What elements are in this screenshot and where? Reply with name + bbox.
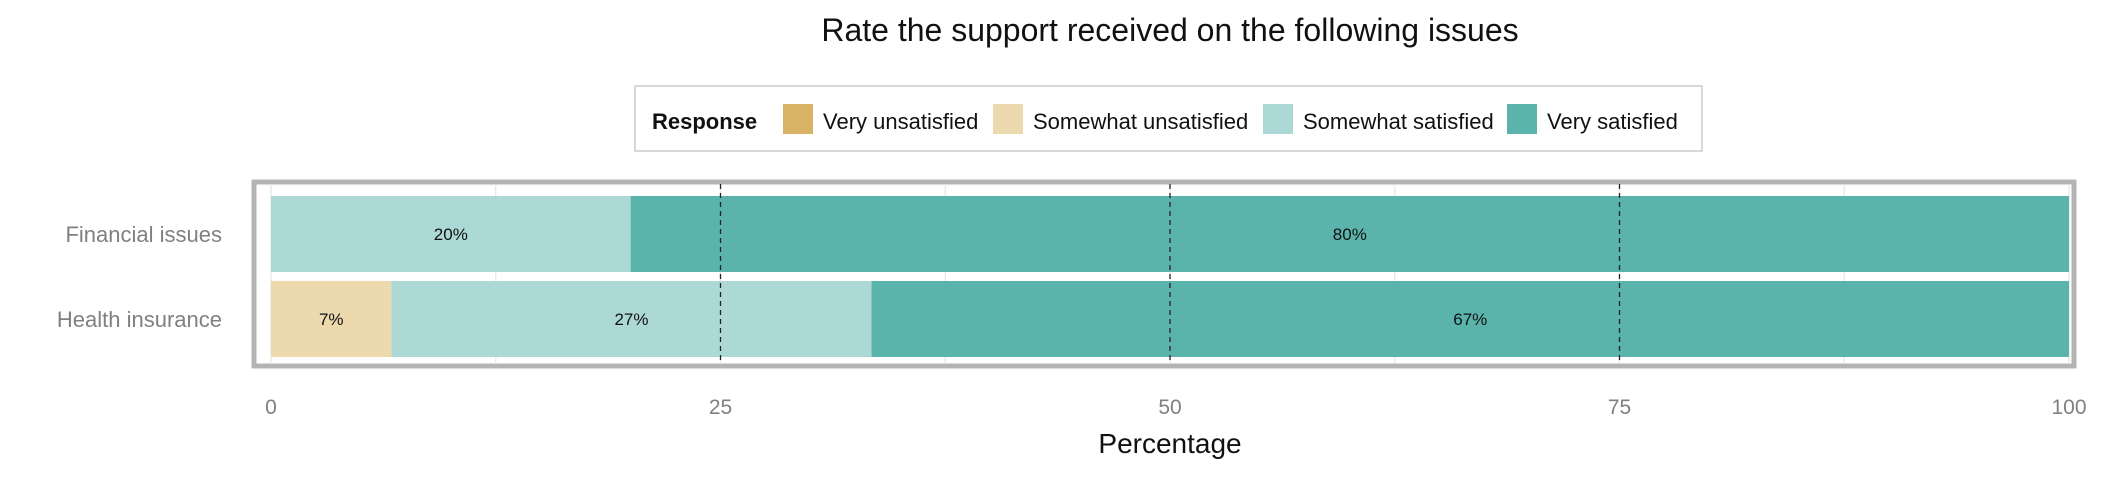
chart-title: Rate the support received on the followi… (821, 12, 1518, 48)
legend-key-very-satisfied (1507, 104, 1537, 134)
legend: Response Very unsatisfied Somewhat unsati… (634, 85, 1703, 152)
data-labels: 20% 80% 7% 27% 67% (319, 225, 1487, 329)
x-tick-label: 75 (1608, 396, 1631, 419)
data-label: 20% (434, 225, 468, 244)
x-tick-label: 25 (709, 396, 732, 419)
bar-health-insurance-somewhat-unsatisfied (271, 281, 392, 357)
data-label: 67% (1453, 310, 1487, 329)
legend-label: Somewhat satisfied (1303, 109, 1494, 134)
data-label: 7% (319, 310, 344, 329)
bar-health-insurance-somewhat-satisfied (391, 281, 872, 357)
x-tick-label: 100 (2051, 396, 2086, 419)
x-tick-label: 0 (265, 396, 277, 419)
legend-title: Response (652, 109, 757, 134)
legend-key-very-unsatisfied (783, 104, 813, 134)
data-label: 27% (614, 310, 648, 329)
reference-lines (719, 184, 1621, 364)
x-tick-label: 50 (1158, 396, 1181, 419)
legend-label: Very unsatisfied (823, 109, 978, 134)
category-label: Health insurance (57, 307, 222, 332)
bar-financial-issues-somewhat-satisfied (271, 196, 631, 272)
category-label: Financial issues (65, 222, 222, 247)
category-labels: Financial issues Health insurance (57, 222, 222, 332)
legend-key-somewhat-unsatisfied (993, 104, 1023, 134)
bar-health-insurance-very-satisfied (871, 281, 2069, 357)
x-axis-title: Percentage (1098, 428, 1241, 459)
bars (271, 196, 2069, 357)
data-label: 80% (1333, 225, 1367, 244)
legend-label: Somewhat unsatisfied (1033, 109, 1248, 134)
bar-financial-issues-very-satisfied (630, 196, 2069, 272)
legend-key-somewhat-satisfied (1263, 104, 1293, 134)
x-axis-ticks: 0 25 50 75 100 (265, 396, 2086, 419)
legend-label: Very satisfied (1547, 109, 1678, 134)
plot-area: 20% 80% 7% 27% 67% (251, 179, 2077, 369)
